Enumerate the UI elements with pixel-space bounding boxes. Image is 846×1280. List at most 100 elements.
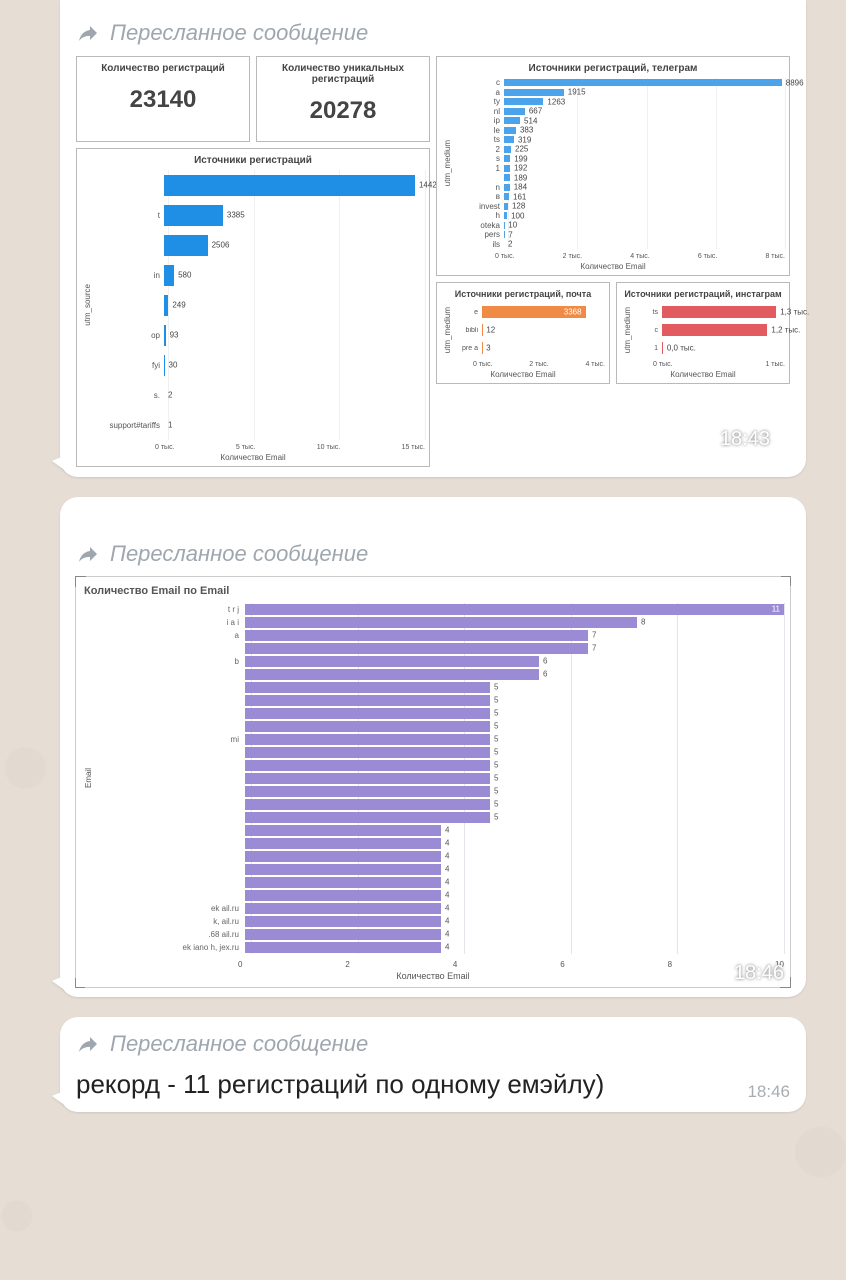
bar-row: nl667 [454, 107, 785, 117]
bar-fill: 7 [245, 630, 588, 640]
x-tick: 8 [668, 960, 672, 969]
bar-row: k, ail.ru 4 [95, 915, 784, 928]
bar-row: ils2 [454, 240, 785, 250]
x-tick: 2 тыс. [529, 361, 549, 368]
bar-row: ek ail.ru4 [95, 902, 784, 915]
bar-value: 4 [441, 891, 449, 900]
bar-row: in580 [94, 260, 425, 290]
bar-row: c1,2 тыс. [634, 321, 785, 339]
bar-category: ts [634, 309, 662, 316]
bar-value: 4 [441, 852, 449, 861]
x-axis-ticks: 0 тыс.1 тыс. [621, 357, 785, 368]
bar-category: t [94, 211, 164, 220]
x-tick: 0 тыс. [155, 444, 175, 451]
bar-fill: 5 [245, 682, 490, 692]
bar-category: e [454, 309, 482, 316]
bar-value: 5 [490, 800, 498, 809]
x-axis-ticks: 0 тыс.5 тыс.10 тыс.15 тыс. [81, 440, 425, 451]
bar-category: k, ail.ru [95, 917, 245, 926]
bar-category: oteka [454, 221, 504, 230]
x-tick: 4 тыс. [585, 361, 605, 368]
bar-value: 161 [509, 192, 526, 201]
bar-value: 5 [490, 748, 498, 757]
bar-row: fyi30 [94, 350, 425, 380]
bar-fill: 4 [245, 890, 441, 900]
bar-value: 4 [441, 917, 449, 926]
bar-value: 8 [637, 618, 645, 627]
bar-category: a [454, 88, 504, 97]
bar-fill: 14424 [164, 175, 415, 196]
bar-value: 6 [539, 657, 547, 666]
bar-value: 383 [516, 126, 533, 135]
tile-reg-total: Количество регистраций 23140 [76, 56, 250, 142]
bar-row: 1192 [454, 164, 785, 174]
bar-fill: 5 [245, 786, 490, 796]
bar-value: 5 [490, 683, 498, 692]
bar-fill: 192 [504, 165, 510, 172]
bar-value: 580 [174, 271, 191, 280]
bar-row: 4 [95, 824, 784, 837]
bar-row: 7 [95, 642, 784, 655]
bar-fill: 580 [164, 265, 174, 286]
bar-row: 6 [95, 668, 784, 681]
forward-icon [76, 21, 100, 45]
bar-value: 5 [490, 735, 498, 744]
bar-row: s199 [454, 154, 785, 164]
message-bubble[interactable]: Пересланное сообщение Количество регистр… [60, 0, 806, 477]
bar-category: c [634, 327, 662, 334]
bar-value: 4 [441, 839, 449, 848]
bar-value: 199 [510, 154, 527, 163]
bar-fill: 4 [245, 838, 441, 848]
message-bubble[interactable]: Пересланное сообщение рекорд - 11 регист… [60, 1017, 806, 1112]
bar-row: 5 [95, 707, 784, 720]
tile-value: 23140 [81, 78, 245, 126]
x-tick: 5 тыс. [236, 444, 256, 451]
bar-value: 249 [168, 301, 185, 310]
bar-fill: 1915 [504, 89, 564, 96]
bar-value: 2 [164, 391, 172, 400]
tile-reg-unique: Количество уникальных регистраций 20278 [256, 56, 430, 142]
bar-row: pers7 [454, 230, 785, 240]
bar-value: 12 [482, 326, 495, 335]
bar-row: n184 [454, 183, 785, 193]
bar-category: h [454, 211, 504, 220]
forward-icon [76, 542, 100, 566]
tile-value: 20278 [261, 89, 425, 137]
bar-row: e 3368 [454, 303, 605, 321]
dashboard-image[interactable]: Количество регистраций 23140 Количество … [76, 56, 790, 467]
bar-fill: 5 [245, 721, 490, 731]
bar-fill: 5 [245, 734, 490, 744]
bar-category: bibli [454, 327, 482, 334]
bar-row: 5 [95, 759, 784, 772]
forward-icon [76, 1032, 100, 1056]
bar-value: 4 [441, 865, 449, 874]
bar-value: 667 [525, 107, 542, 116]
bar-value: 1 [164, 421, 172, 430]
bar-row: 14424 [94, 170, 425, 200]
bar-fill: 5 [245, 812, 490, 822]
bar-row: bibli12 [454, 321, 605, 339]
bar-fill: 5 [245, 695, 490, 705]
bar-category: .68 ail.ru [95, 930, 245, 939]
bar-row: 4 [95, 889, 784, 902]
bar-value: 514 [520, 116, 537, 125]
bar-category: pers [454, 230, 504, 239]
bar-category: t r j [95, 605, 245, 614]
bar-row: h100 [454, 211, 785, 221]
bar-fill: 199 [504, 155, 510, 162]
chart-email-count[interactable]: Количество Email по Email Email t r j11i… [76, 577, 790, 987]
chart-sources: Источники регистраций utm_source 14424t3… [76, 148, 430, 467]
bar-fill: 6 [245, 669, 539, 679]
message-bubble[interactable]: Пересланное сообщение Количество Email п… [60, 497, 806, 997]
bar-fill: 5 [245, 773, 490, 783]
bar-fill: 128 [504, 203, 508, 210]
bar-fill: 30 [164, 355, 165, 376]
bar-row: 4 [95, 876, 784, 889]
bar-value: 3368 [560, 308, 582, 317]
bar-value: 30 [165, 361, 178, 370]
bar-fill: 0,0 тыс. [662, 342, 663, 355]
bar-category: 1 [634, 345, 662, 352]
bar-value: 10 [504, 221, 517, 230]
bar-category: pre a [454, 345, 482, 352]
bar-category: ils [454, 240, 504, 249]
